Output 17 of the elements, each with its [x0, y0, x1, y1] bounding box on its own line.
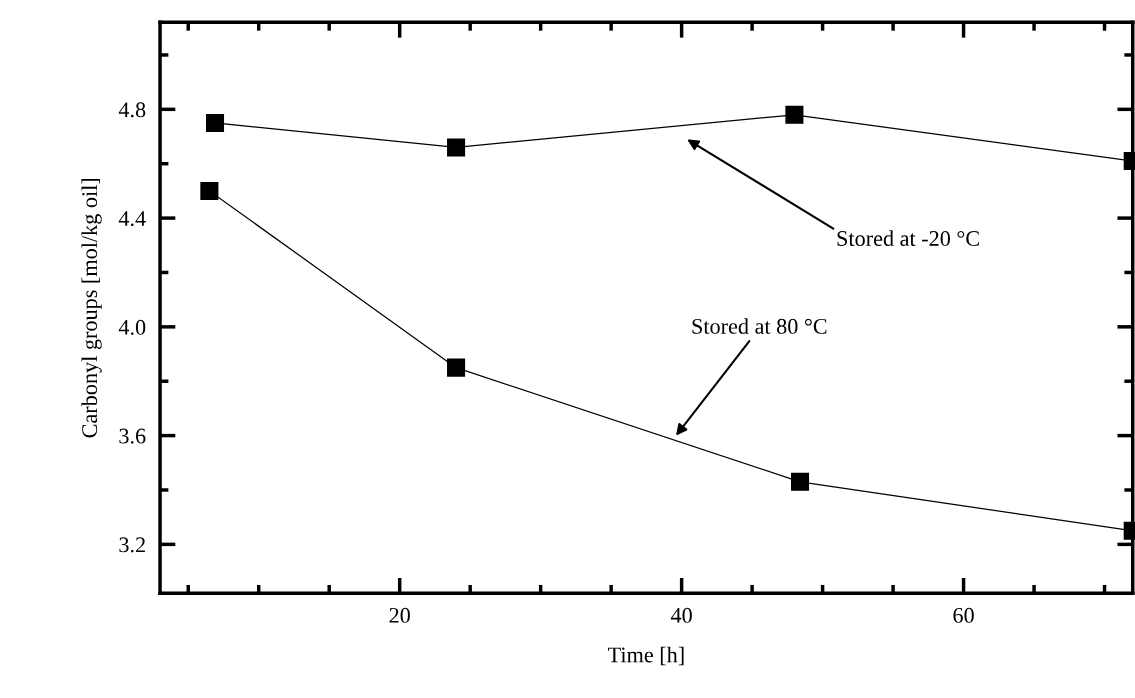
x-tick-label: 20 [389, 607, 410, 623]
y-tick-label: 4.8 [118, 102, 146, 118]
x-tick-label: 60 [953, 607, 974, 623]
y-tick-label: 3.2 [119, 537, 145, 553]
y-tick-label: 4.0 [118, 319, 146, 335]
y-tick-label: 3.6 [119, 428, 146, 444]
annotation: Stored at 80 °C [692, 318, 827, 334]
point [205, 113, 225, 132]
y-axis-title: Carbonyl groups [mol/kg oil] [81, 178, 102, 438]
point [447, 138, 466, 157]
x-tick-label: 40 [670, 607, 692, 623]
annotation: Stored at -20 °C [837, 230, 979, 247]
point [200, 181, 219, 200]
x-axis-title: Time [h] [607, 646, 684, 666]
point [447, 358, 466, 377]
y-tick-label: 4.4 [118, 211, 146, 227]
point [785, 105, 804, 124]
